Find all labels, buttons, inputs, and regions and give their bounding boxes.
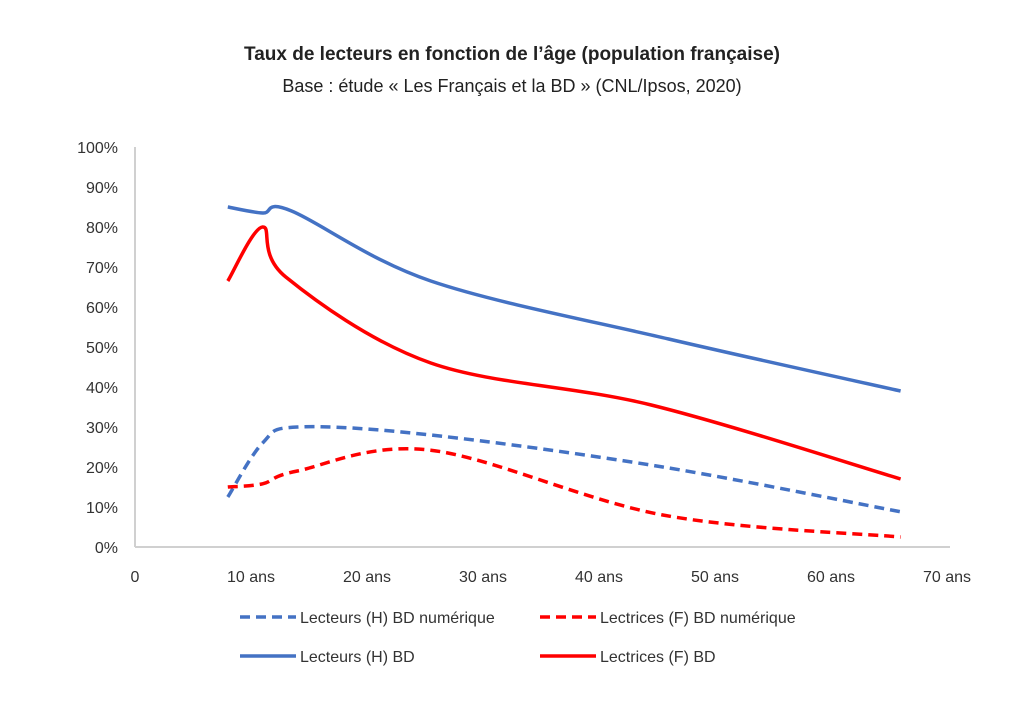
y-tick-label: 0%	[95, 540, 118, 557]
series-line-3	[227, 204, 901, 393]
series-line-2	[227, 447, 901, 539]
x-tick-label: 70 ans	[923, 569, 971, 586]
legend-label-2: Lectrices (F) BD numérique	[600, 610, 796, 627]
y-tick-label: 80%	[86, 220, 118, 237]
legend-label-1: Lecteurs (H) BD numérique	[300, 610, 495, 627]
chart-subtitle: Base : étude « Les Français et la BD » (…	[282, 76, 742, 96]
y-tick-label: 70%	[86, 260, 118, 277]
legend-label-4: Lectrices (F) BD	[600, 649, 716, 666]
y-tick-label: 20%	[86, 460, 118, 477]
y-tick-label: 40%	[86, 380, 118, 397]
x-tick-label: 50 ans	[691, 569, 739, 586]
chart-title: Taux de lecteurs en fonction de l’âge (p…	[244, 44, 780, 65]
x-tick-label: 30 ans	[459, 569, 507, 586]
x-tick-label: 60 ans	[807, 569, 855, 586]
y-tick-label: 100%	[77, 140, 118, 157]
y-tick-label: 30%	[86, 420, 118, 437]
series-line-4	[226, 225, 902, 481]
x-tick-label: 20 ans	[343, 569, 391, 586]
y-tick-label: 90%	[86, 180, 118, 197]
x-tick-label: 0	[131, 569, 140, 586]
legend-label-3: Lecteurs (H) BD	[300, 649, 415, 666]
y-tick-label: 50%	[86, 340, 118, 357]
y-tick-label: 60%	[86, 300, 118, 317]
x-tick-label: 10 ans	[227, 569, 275, 586]
y-tick-label: 10%	[86, 500, 118, 517]
x-tick-label: 40 ans	[575, 569, 623, 586]
series-line-1	[226, 424, 901, 514]
